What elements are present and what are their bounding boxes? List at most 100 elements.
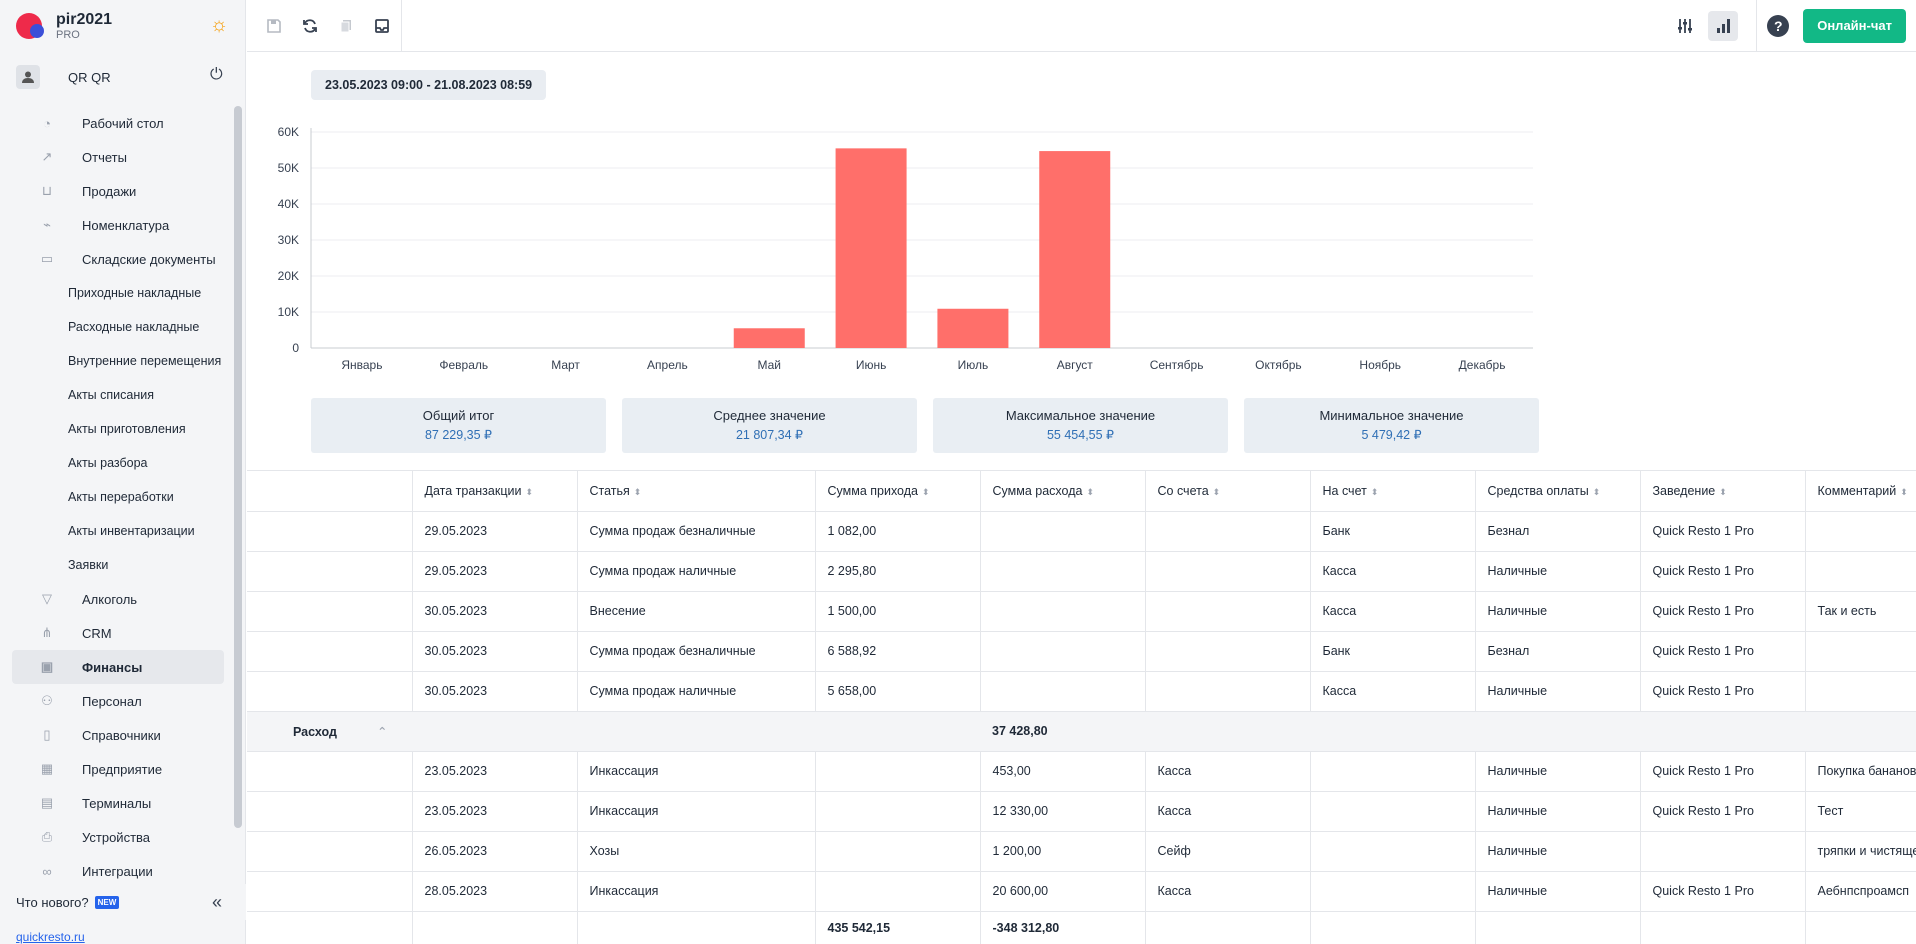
stat-label: Среднее значение — [713, 408, 826, 423]
save-icon[interactable] — [263, 15, 285, 37]
column-header-label: Статья — [589, 483, 630, 498]
bar — [733, 328, 805, 348]
sidebar-item[interactable]: ▣ Финансы — [12, 650, 224, 684]
chevron-up-icon[interactable]: ⌃ — [376, 724, 388, 739]
table-row[interactable]: 30.05.2023 Сумма продаж безналичные 6 588,… — [247, 631, 1916, 672]
quickresto-logo — [16, 13, 44, 39]
filter-sliders-icon[interactable] — [1670, 11, 1700, 41]
inbox-icon[interactable] — [371, 15, 393, 37]
sort-icon[interactable]: ⬍ — [1086, 486, 1094, 497]
sidebar-scrollbar[interactable] — [234, 106, 242, 828]
sidebar-item[interactable]: ↗ Отчеты — [12, 140, 224, 174]
stat-label: Общий итог — [422, 408, 495, 423]
online-chat-button[interactable]: Онлайн-чат — [1803, 8, 1906, 43]
printer-icon: ⎙ — [41, 829, 53, 844]
sidebar-item[interactable]: Акты инвентаризации — [12, 514, 224, 548]
sidebar-item[interactable]: ⌁ Номенклатура — [12, 208, 224, 242]
sidebar-item[interactable]: ◔ Рабочий стол — [12, 106, 224, 140]
table-cell — [1805, 911, 1916, 944]
table-row[interactable]: 29.05.2023 Сумма продаж безналичные 1 082,… — [247, 511, 1916, 552]
theme-toggle-sun-icon[interactable]: ☼ — [209, 14, 229, 36]
crm-icon: ⋔ — [41, 625, 53, 640]
sort-icon[interactable]: ⬍ — [1592, 486, 1601, 497]
table-cell — [1310, 911, 1476, 944]
x-tick-label: Апрель — [647, 358, 688, 372]
column-header[interactable]: Сумма расхода ⬍ — [980, 471, 1146, 512]
table-row[interactable]: 28.05.2023 Инкассация 20 600,00 Касса Наличн… — [247, 871, 1916, 912]
column-header-label: Заведение — [1652, 483, 1716, 498]
brand[interactable]: pir2021 PRO — [0, 0, 245, 52]
table-row[interactable]: 23.05.2023 Инкассация 12 330,00 Касса Наличн… — [247, 791, 1916, 832]
column-header[interactable]: Сумма прихода ⬍ — [815, 471, 981, 512]
sidebar-item[interactable]: ▯ Справочники — [12, 718, 224, 752]
logout-power-icon[interactable]: ⏻ — [210, 66, 223, 83]
sort-icon[interactable]: ⬍ — [525, 486, 534, 497]
table-cell: Сумма продаж наличные — [577, 671, 816, 712]
sidebar-item[interactable]: ▭ Складские документы — [12, 242, 224, 276]
table-cell — [980, 511, 1146, 552]
terminal-icon: ▤ — [40, 795, 54, 810]
column-header[interactable]: Со счета ⬍ — [1145, 471, 1311, 512]
table-row[interactable]: 23.05.2023 Инкассация 453,00 Касса Наличные Q… — [247, 751, 1916, 792]
x-tick-label: Январь — [341, 358, 382, 372]
sidebar-item[interactable]: Расходные накладные — [12, 310, 224, 344]
sidebar-item[interactable]: Внутренние перемещения — [12, 344, 224, 378]
column-header[interactable]: Заведение ⬍ — [1640, 471, 1806, 512]
sort-icon[interactable]: ⬍ — [922, 486, 930, 497]
sidebar-item[interactable]: Приходные накладные — [12, 276, 224, 310]
sidebar-item[interactable]: Заявки — [12, 548, 224, 582]
period-filter[interactable]: 23.05.2023 09:00 - 21.08.2023 08:59 — [311, 70, 547, 100]
table-cell — [1640, 831, 1806, 872]
basket-icon: ⊔ — [41, 183, 53, 198]
sidebar-item[interactable]: ▦ Предприятие — [12, 752, 224, 786]
sidebar-item[interactable]: Акты списания — [12, 378, 224, 412]
table-cell: Безнал — [1475, 631, 1641, 672]
sidebar-item[interactable]: Акты разбора — [12, 446, 224, 480]
column-header[interactable]: Дата транзакции ⬍ — [412, 471, 578, 512]
help-icon[interactable]: ? — [1767, 14, 1790, 37]
refresh-icon[interactable] — [299, 15, 321, 37]
column-header[interactable]: Средства оплаты ⬍ — [1475, 471, 1641, 512]
table-row[interactable]: 26.05.2023 Хозы 1 200,00 Сейф Наличные тряпки… — [247, 831, 1916, 872]
group-row-expense[interactable]: Расход ⌃ 37 428,80 — [247, 711, 1916, 752]
table-cell — [577, 911, 816, 944]
table-row[interactable]: 30.05.2023 Внесение 1 500,00 Касса Наличные Q… — [247, 591, 1916, 632]
sidebar-item[interactable]: ⚇ Персонал — [12, 684, 224, 718]
table-cell — [980, 591, 1146, 632]
sidebar-item[interactable]: ⋔ CRM — [12, 616, 224, 650]
copy-icon[interactable] — [335, 15, 357, 37]
sidebar-item[interactable]: ▤ Терминалы — [12, 786, 224, 820]
table-cell: 6 588,92 — [815, 631, 981, 672]
column-header[interactable]: Статья ⬍ — [577, 471, 816, 512]
table-cell: 20 600,00 — [980, 871, 1146, 912]
table-cell: 1 082,00 — [815, 511, 981, 552]
table-cell — [247, 551, 413, 592]
table-cell: Quick Resto 1 Pro — [1640, 631, 1806, 672]
sidebar-item-label: Расходные накладные — [68, 320, 200, 334]
sidebar-item[interactable]: ▽ Алкоголь — [12, 582, 224, 616]
column-header[interactable]: Комментарий ⬍ — [1805, 471, 1916, 512]
table-cell: Наличные — [1475, 591, 1641, 632]
table-row[interactable]: 30.05.2023 Сумма продаж наличные 5 658,00 К… — [247, 671, 1916, 712]
table-row[interactable]: 29.05.2023 Сумма продаж наличные 2 295,80 К… — [247, 551, 1916, 592]
whats-new[interactable]: Что нового? NEW « — [0, 884, 246, 920]
site-link[interactable]: quickresto.ru — [16, 930, 85, 944]
sort-icon[interactable]: ⬍ — [1370, 486, 1379, 497]
collapse-sidebar-icon[interactable]: « — [212, 892, 223, 912]
sort-icon[interactable]: ⬍ — [1900, 486, 1908, 497]
sidebar-item[interactable]: Акты переработки — [12, 480, 224, 514]
toolbar-right: ? Онлайн-чат — [1662, 0, 1916, 51]
sidebar-item[interactable]: ⊔ Продажи — [12, 174, 224, 208]
glass-icon: ▽ — [42, 591, 52, 606]
sidebar-item[interactable]: Акты приготовления — [12, 412, 224, 446]
user-profile[interactable]: QR QR ⏻ — [0, 52, 245, 102]
chart-view-icon[interactable] — [1708, 10, 1739, 41]
sidebar-item[interactable]: ⎙ Устройства — [12, 820, 224, 854]
sort-icon[interactable]: ⬍ — [1719, 486, 1727, 497]
sort-icon[interactable]: ⬍ — [633, 486, 642, 497]
column-header[interactable]: На счет ⬍ — [1310, 471, 1476, 512]
sort-icon[interactable]: ⬍ — [1212, 486, 1221, 497]
table-cell: Quick Resto 1 Pro — [1640, 511, 1806, 552]
sidebar-item[interactable]: ∞ Интеграции — [12, 854, 224, 888]
x-tick-label: Ноябрь — [1359, 358, 1401, 372]
